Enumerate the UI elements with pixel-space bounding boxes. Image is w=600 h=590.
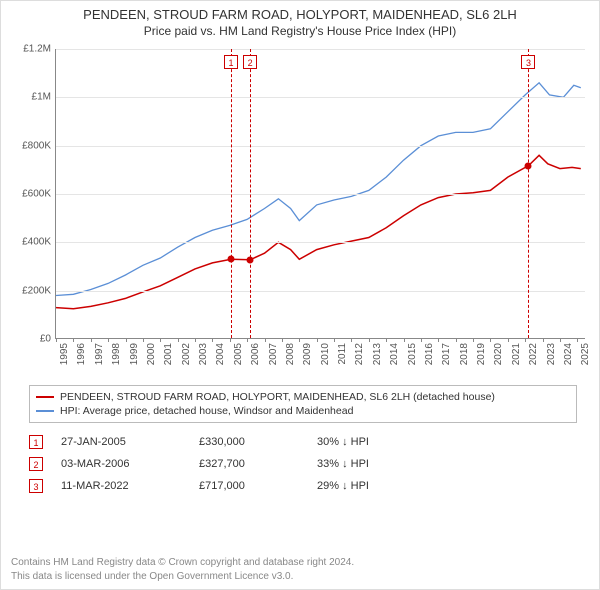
footer-line-1: Contains HM Land Registry data © Crown c… [11, 556, 354, 570]
marker-dot-3 [525, 162, 532, 169]
footer-attribution: Contains HM Land Registry data © Crown c… [11, 556, 354, 583]
event-price: £327,700 [199, 458, 299, 470]
event-date: 03-MAR-2006 [61, 458, 181, 470]
legend-item-hpi: HPI: Average price, detached house, Wind… [36, 404, 570, 418]
series-hpi [56, 83, 581, 296]
y-tick-label: £1.2M [11, 44, 51, 55]
event-row: 1 27-JAN-2005 £330,000 30% ↓ HPI [29, 431, 577, 453]
marker-box-2: 2 [243, 55, 257, 69]
legend-item-property: PENDEEN, STROUD FARM ROAD, HOLYPORT, MAI… [36, 390, 570, 404]
event-price: £717,000 [199, 480, 299, 492]
marker-box-3: 3 [521, 55, 535, 69]
event-date: 11-MAR-2022 [61, 480, 181, 492]
event-price: £330,000 [199, 436, 299, 448]
series-property [56, 155, 581, 308]
marker-box-1: 1 [224, 55, 238, 69]
legend-label: HPI: Average price, detached house, Wind… [60, 405, 353, 417]
legend: PENDEEN, STROUD FARM ROAD, HOLYPORT, MAI… [29, 385, 577, 423]
event-diff: 30% ↓ HPI [317, 436, 369, 448]
event-row: 3 11-MAR-2022 £717,000 29% ↓ HPI [29, 475, 577, 497]
event-diff: 29% ↓ HPI [317, 480, 369, 492]
event-diff: 33% ↓ HPI [317, 458, 369, 470]
marker-line-3 [528, 49, 529, 338]
footer-line-2: This data is licensed under the Open Gov… [11, 570, 354, 584]
y-tick-label: £600K [11, 189, 51, 200]
y-tick-label: £1M [11, 92, 51, 103]
chart-subtitle: Price paid vs. HM Land Registry's House … [1, 22, 599, 42]
chart-title: PENDEEN, STROUD FARM ROAD, HOLYPORT, MAI… [1, 1, 599, 22]
marker-dot-2 [247, 256, 254, 263]
legend-label: PENDEEN, STROUD FARM ROAD, HOLYPORT, MAI… [60, 391, 495, 403]
marker-line-1 [231, 49, 232, 338]
y-tick-label: £0 [11, 334, 51, 345]
legend-swatch [36, 396, 54, 398]
marker-line-2 [250, 49, 251, 338]
chart-area: £0£200K£400K£600K£800K£1M£1.2M 123 19951… [11, 45, 591, 375]
y-tick-label: £800K [11, 140, 51, 151]
legend-swatch [36, 410, 54, 412]
event-row: 2 03-MAR-2006 £327,700 33% ↓ HPI [29, 453, 577, 475]
y-tick-label: £400K [11, 237, 51, 248]
event-date: 27-JAN-2005 [61, 436, 181, 448]
y-tick-label: £200K [11, 285, 51, 296]
event-marker-box: 2 [29, 457, 43, 471]
plot-area: 12 3 [55, 49, 585, 339]
marker-dot-1 [227, 256, 234, 263]
event-marker-box: 3 [29, 479, 43, 493]
event-table: 1 27-JAN-2005 £330,000 30% ↓ HPI 2 03-MA… [29, 431, 577, 497]
event-marker-box: 1 [29, 435, 43, 449]
